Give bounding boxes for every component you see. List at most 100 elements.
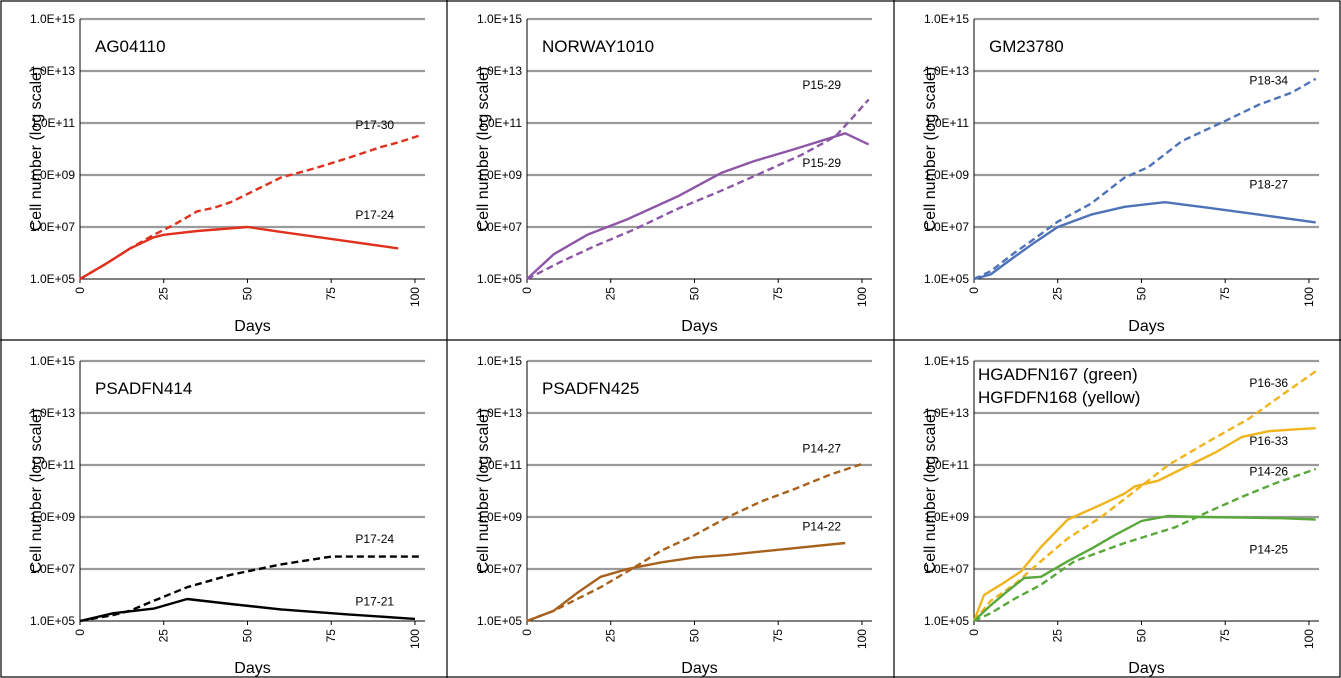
series-annotation: P14-22: [802, 520, 841, 534]
series-annotation: P16-36: [1249, 376, 1288, 390]
chart-panel-1: 1.0E+05 1.0E+07 1.0E+09 1.0E+11 1.0E+13 1.0E+…: [28, 12, 425, 335]
chart-panel-6: 1.0E+05 1.0E+07 1.0E+09 1.0E+11 1.0E+13 1.0E+…: [922, 354, 1319, 677]
y-axis-title: Cell number (log scale): [922, 409, 939, 574]
x-tick-label: 25: [157, 287, 171, 301]
y-tick-label: 1.0E+09: [924, 168, 969, 182]
x-tick-label: 0: [520, 287, 534, 294]
x-axis-title: Days: [1128, 318, 1164, 335]
chart-panel-5: 1.0E+05 1.0E+07 1.0E+09 1.0E+11 1.0E+13 1.0E+…: [475, 354, 872, 677]
x-tick-label: 0: [73, 629, 87, 636]
y-tick-label: 1.0E+15: [477, 12, 522, 26]
x-tick-label: 0: [967, 629, 981, 636]
x-tick-label: 100: [1302, 629, 1316, 649]
y-tick-label: 1.0E+07: [477, 562, 522, 576]
x-tick-label: 0: [967, 287, 981, 294]
x-axis-title: Days: [234, 660, 270, 677]
series-annotation: P16-33: [1249, 434, 1288, 448]
x-tick-label: 75: [1218, 629, 1232, 643]
chart-panel-3: 1.0E+05 1.0E+07 1.0E+09 1.0E+11 1.0E+13 1.0E+…: [922, 12, 1319, 335]
series-line-1: [973, 370, 1317, 622]
y-tick-label: 1.0E+13: [477, 406, 522, 420]
x-tick-label: 100: [855, 287, 869, 307]
y-axis-title: Cell number (log scale): [475, 409, 492, 574]
y-axis-title: Cell number (log scale): [475, 67, 492, 232]
x-tick-label: 25: [1051, 629, 1065, 643]
y-axis-title: Cell number (log scale): [922, 67, 939, 232]
y-tick-label: 1.0E+11: [31, 458, 75, 472]
x-tick-label: 75: [771, 629, 785, 643]
chart-title-line: HGADFN167 (green): [978, 365, 1138, 384]
series-line-2: [526, 541, 846, 623]
y-tick-label: 1.0E+11: [478, 116, 522, 130]
x-tick-label: 75: [1218, 287, 1232, 301]
series-annotation: P17-21: [355, 594, 394, 608]
x-tick-label: 75: [771, 287, 785, 301]
y-axis-title: Cell number (log scale): [28, 67, 45, 232]
y-tick-label: 1.0E+15: [924, 12, 969, 26]
x-tick-label: 50: [1134, 629, 1148, 643]
y-tick-label: 1.0E+11: [925, 458, 969, 472]
x-tick-label: 50: [240, 629, 254, 643]
y-tick-label: 1.0E+11: [478, 458, 522, 472]
y-tick-label: 1.0E+15: [30, 12, 75, 26]
x-tick-label: 75: [324, 287, 338, 301]
series-line-1: [973, 77, 1317, 281]
series-annotation: P15-29: [802, 156, 841, 170]
y-tick-label: 1.0E+05: [924, 272, 969, 286]
y-tick-label: 1.0E+05: [30, 272, 75, 286]
y-tick-label: 1.0E+11: [31, 116, 75, 130]
series-annotation: P14-25: [1249, 542, 1288, 556]
series-line-2: [972, 427, 1316, 622]
y-tick-label: 1.0E+09: [924, 510, 969, 524]
x-tick-label: 25: [157, 629, 171, 643]
y-tick-label: 1.0E+11: [925, 116, 969, 130]
y-tick-label: 1.0E+09: [477, 510, 522, 524]
y-tick-label: 1.0E+05: [30, 614, 75, 628]
series-annotation: P18-34: [1249, 74, 1288, 88]
y-tick-label: 1.0E+13: [30, 64, 75, 78]
y-tick-label: 1.0E+07: [924, 562, 969, 576]
chart-title: PSADFN414: [95, 379, 192, 398]
series-annotation: P17-24: [355, 532, 394, 546]
x-axis-title: Days: [1128, 660, 1164, 677]
x-tick-label: 50: [1134, 287, 1148, 301]
chart-title: GM23780: [989, 37, 1064, 56]
y-tick-label: 1.0E+13: [30, 406, 75, 420]
series-line-1: [526, 98, 870, 281]
series-line-4: [973, 514, 1316, 622]
y-tick-label: 1.0E+07: [924, 220, 969, 234]
y-tick-label: 1.0E+05: [477, 614, 522, 628]
chart-title: NORWAY1010: [542, 37, 654, 56]
y-tick-label: 1.0E+07: [30, 562, 75, 576]
chart-title: PSADFN425: [542, 379, 639, 398]
chart-panel-2: 1.0E+05 1.0E+07 1.0E+09 1.0E+11 1.0E+13 1.0E+…: [475, 12, 872, 335]
x-tick-label: 50: [687, 629, 701, 643]
y-tick-label: 1.0E+15: [477, 354, 522, 368]
chart-title-line: HGFDFN168 (yellow): [978, 388, 1140, 407]
series-line-2: [79, 225, 399, 281]
y-axis-title: Cell number (log scale): [28, 409, 45, 574]
y-tick-label: 1.0E+13: [924, 64, 969, 78]
x-tick-label: 25: [1051, 287, 1065, 301]
x-axis-title: Days: [681, 318, 717, 335]
x-tick-label: 50: [240, 287, 254, 301]
x-axis-title: Days: [681, 660, 717, 677]
y-tick-label: 1.0E+15: [924, 354, 969, 368]
y-tick-label: 1.0E+05: [924, 614, 969, 628]
y-tick-label: 1.0E+09: [477, 168, 522, 182]
y-tick-label: 1.0E+07: [30, 220, 75, 234]
x-tick-label: 50: [687, 287, 701, 301]
series-line-2: [526, 132, 870, 280]
y-tick-label: 1.0E+07: [477, 220, 522, 234]
x-tick-label: 100: [855, 629, 869, 649]
series-annotation: P15-29: [802, 78, 841, 92]
x-tick-label: 0: [520, 629, 534, 636]
y-tick-label: 1.0E+09: [30, 510, 75, 524]
x-tick-label: 25: [604, 287, 618, 301]
x-tick-label: 100: [1302, 287, 1316, 307]
series-line-2: [973, 201, 1316, 281]
series-line-3: [973, 467, 1317, 623]
y-tick-label: 1.0E+05: [477, 272, 522, 286]
